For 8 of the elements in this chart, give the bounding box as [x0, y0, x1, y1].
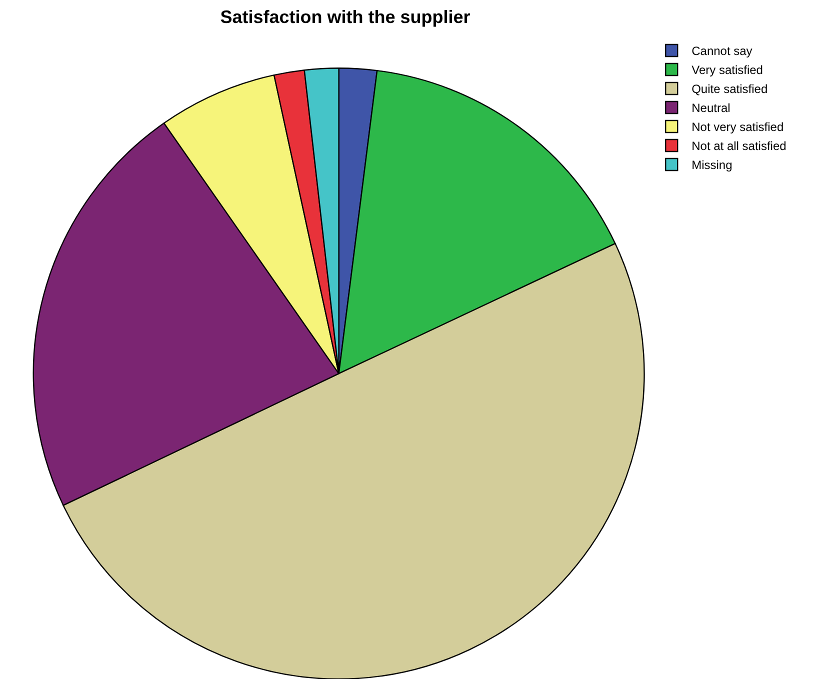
- chart-title: Satisfaction with the supplier: [220, 6, 470, 27]
- legend-label: Not at all satisfied: [692, 139, 786, 154]
- legend-label: Very satisfied: [692, 63, 763, 78]
- legend-label: Cannot say: [692, 44, 752, 58]
- legend-label: Neutral: [692, 101, 730, 116]
- legend-label: Not very satisfied: [692, 120, 784, 134]
- legend-label: Missing: [692, 158, 732, 172]
- legend-label: Quite satisfied: [692, 82, 768, 96]
